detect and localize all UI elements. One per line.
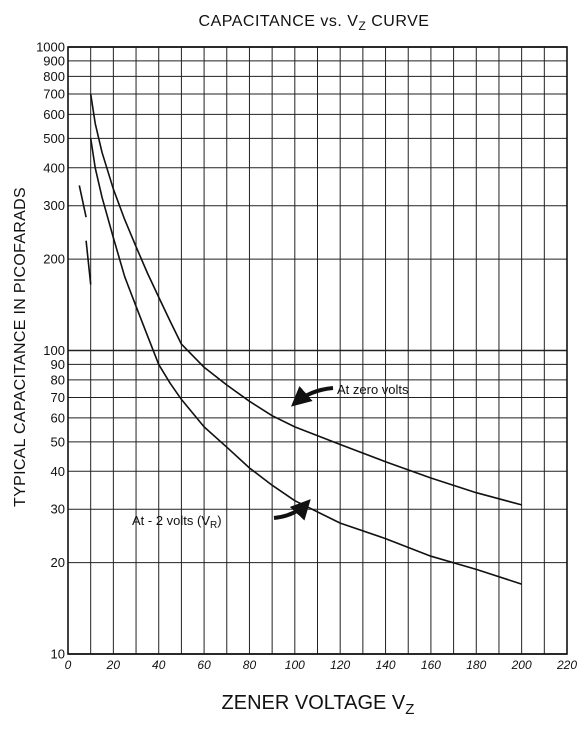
x-tick-label: 40 xyxy=(152,658,166,672)
y-tick-label: 800 xyxy=(43,69,65,84)
y-tick-label: 500 xyxy=(43,131,65,146)
series-zero-volts-line xyxy=(89,93,522,506)
annotation-minus-two-volts-arrow xyxy=(273,499,311,521)
x-axis-label: ZENER VOLTAGE VZ xyxy=(222,692,415,718)
x-tick-label: 0 xyxy=(65,658,72,672)
annotation-minus-two-volts-label-sub: R xyxy=(210,520,217,531)
y-tick-label: 60 xyxy=(51,410,65,425)
y-tick-label: 1000 xyxy=(36,40,65,55)
y-tick-label: 300 xyxy=(43,198,65,213)
y-tick-label: 90 xyxy=(51,357,65,372)
annotation-zero-volts-arrow xyxy=(290,385,334,407)
y-tick-label: 80 xyxy=(51,372,65,387)
chart-title-tail: CURVE xyxy=(366,13,429,30)
y-axis-label: TYPICAL CAPACITANCE IN PICOFARADS xyxy=(12,187,29,507)
annotation-minus-two-volts-label: At - 2 volts (VR) xyxy=(132,513,222,531)
x-axis-label-sub: Z xyxy=(405,701,414,718)
x-axis-label-main: ZENER VOLTAGE V xyxy=(222,692,406,714)
annotation-minus-two-volts-label-tail: ) xyxy=(217,513,221,528)
series-lines xyxy=(78,93,522,585)
annotation-zero-volts-label: At zero volts xyxy=(337,382,409,397)
x-tick-label: 120 xyxy=(330,658,350,672)
y-tick-label: 30 xyxy=(51,502,65,517)
y-tick-label: 10 xyxy=(51,647,65,662)
x-tick-label: 180 xyxy=(466,658,486,672)
y-tick-label: 100 xyxy=(43,343,65,358)
series-zero-volts-short-segment xyxy=(78,185,87,218)
y-tick-label: 600 xyxy=(43,107,65,122)
x-tick-labels: 0 20 40 60 80 100 120 140 160 180 200 220 xyxy=(65,658,578,672)
x-tick-label: 80 xyxy=(243,658,257,672)
annotation-minus-two-volts: At - 2 volts (VR) xyxy=(132,499,311,531)
series-minus-two-volts-line xyxy=(89,138,522,585)
annotation-zero-volts: At zero volts xyxy=(290,382,409,407)
annotation-minus-two-volts-label-main: At - 2 volts (V xyxy=(132,513,210,528)
y-tick-label: 900 xyxy=(43,53,65,68)
y-tick-label: 400 xyxy=(43,160,65,175)
x-tick-label: 100 xyxy=(285,658,305,672)
y-tick-label: 50 xyxy=(51,434,65,449)
chart-title: CAPACITANCE vs. VZ CURVE xyxy=(199,13,430,33)
plot-frame xyxy=(67,46,568,655)
series-minus-two-volts-short-segment xyxy=(85,240,92,285)
y-tick-label: 70 xyxy=(51,390,65,405)
y-tick-label: 700 xyxy=(43,87,65,102)
x-tick-label: 200 xyxy=(511,658,532,672)
x-tick-label: 20 xyxy=(106,658,121,672)
x-tick-label: 160 xyxy=(421,658,441,672)
chart-title-main: CAPACITANCE vs. V xyxy=(199,13,359,30)
y-tick-label: 20 xyxy=(51,555,65,570)
y-tick-label: 40 xyxy=(51,464,65,479)
x-tick-label: 60 xyxy=(197,658,211,672)
y-tick-label: 200 xyxy=(43,252,65,267)
x-tick-label: 140 xyxy=(376,658,396,672)
x-tick-label: 220 xyxy=(556,658,577,672)
grid xyxy=(67,46,568,655)
chart-title-sub: Z xyxy=(358,19,366,33)
